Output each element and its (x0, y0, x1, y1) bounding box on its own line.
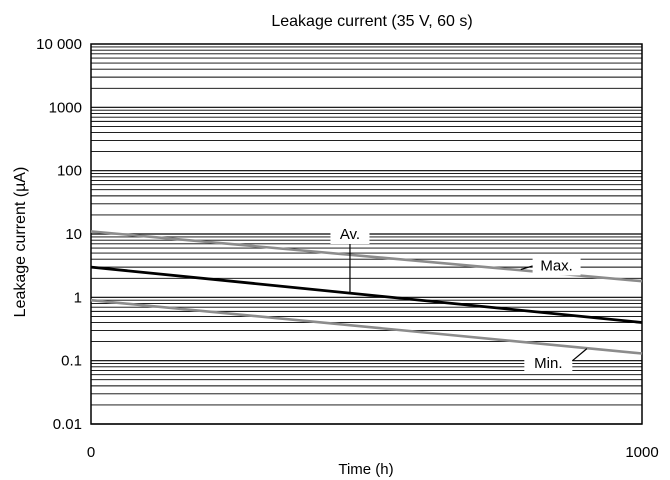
y-tick-label: 0.1 (61, 353, 82, 370)
y-tick-label: 1 (74, 289, 82, 306)
annotation-label: Max. (540, 257, 573, 274)
annotation-label: Min. (534, 355, 562, 372)
x-tick-labels: 0 1000 (87, 444, 659, 461)
y-tick-label: 0.01 (53, 416, 82, 433)
x-tick-label: 1000 (625, 444, 658, 461)
chart-title: Leakage current (35 V, 60 s) (271, 13, 472, 30)
annotation-box (532, 255, 581, 276)
series-line-min (90, 298, 643, 355)
annotation-box (330, 224, 370, 244)
x-tick-label: 0 (87, 444, 95, 461)
annotation-label: Av. (340, 226, 360, 243)
y-tick-label: 10 (65, 226, 82, 243)
annotation-box (524, 352, 573, 373)
y-tick-label: 100 (57, 163, 82, 180)
y-axis-label: Leakage current (µA) (12, 167, 29, 318)
annotation-leader (571, 348, 588, 362)
x-axis-label: Time (h) (338, 461, 393, 478)
annotation-layer: Av. Max. Min. (330, 224, 588, 373)
y-tick-label: 1000 (49, 99, 82, 116)
plot-frame (90, 43, 643, 425)
series-layer (90, 230, 643, 355)
annotation-leader (520, 265, 533, 271)
series-line-av (90, 265, 643, 324)
y-tick-label: 10 000 (36, 36, 82, 53)
y-tick-labels: 0.01 0.1 1 10 100 1000 10 000 (36, 36, 82, 433)
